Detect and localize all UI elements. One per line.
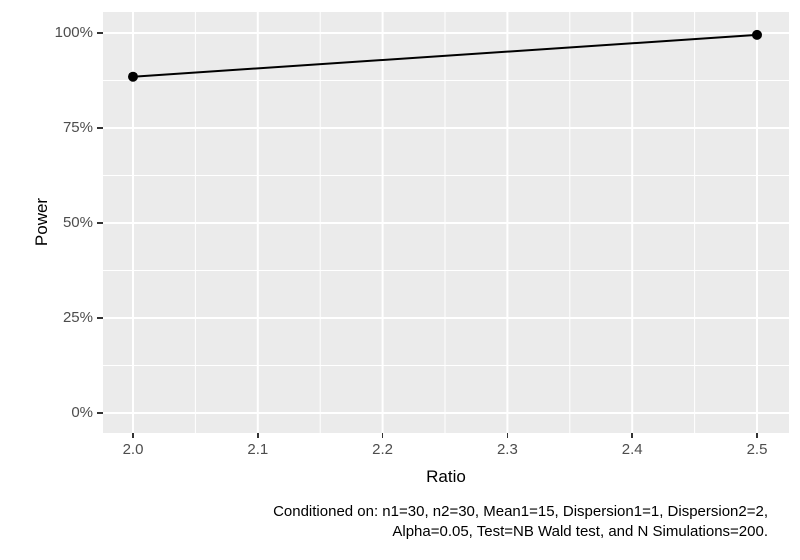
caption-line-1: Conditioned on: n1=30, n2=30, Mean1=15, … [273,503,768,520]
data-point [128,71,138,82]
x-tick-label: 2.2 [372,441,394,458]
plot-svg [103,12,789,433]
x-tick-mark [257,433,259,438]
x-tick-mark [132,433,134,438]
caption: Conditioned on: n1=30, n2=30, Mean1=15, … [273,502,768,542]
x-tick-mark [381,433,384,438]
y-tick-mark [97,127,103,129]
x-tick-mark [506,433,509,438]
x-tick-label: 2.0 [122,441,144,458]
x-tick-label: 2.1 [247,441,269,458]
x-tick-label: 2.3 [496,441,518,458]
y-tick-label: 50% [62,214,93,231]
y-tick-label: 75% [62,119,93,136]
y-tick-mark [97,222,103,224]
y-tick-mark [97,32,103,34]
x-tick-label: 2.5 [746,441,768,458]
x-tick-mark [756,433,758,438]
y-tick-mark [97,412,103,414]
caption-line-2: Alpha=0.05, Test=NB Wald test, and N Sim… [392,523,768,540]
plot-panel [103,12,789,433]
y-tick-label: 25% [62,309,93,326]
x-tick-mark [631,433,633,438]
power-line [132,33,758,78]
y-tick-mark [97,317,103,319]
y-tick-label: 100% [54,24,93,41]
x-tick-label: 2.4 [621,441,643,458]
data-point [752,29,762,40]
x-axis-title: Ratio [426,467,466,486]
y-tick-label: 0% [71,404,93,421]
